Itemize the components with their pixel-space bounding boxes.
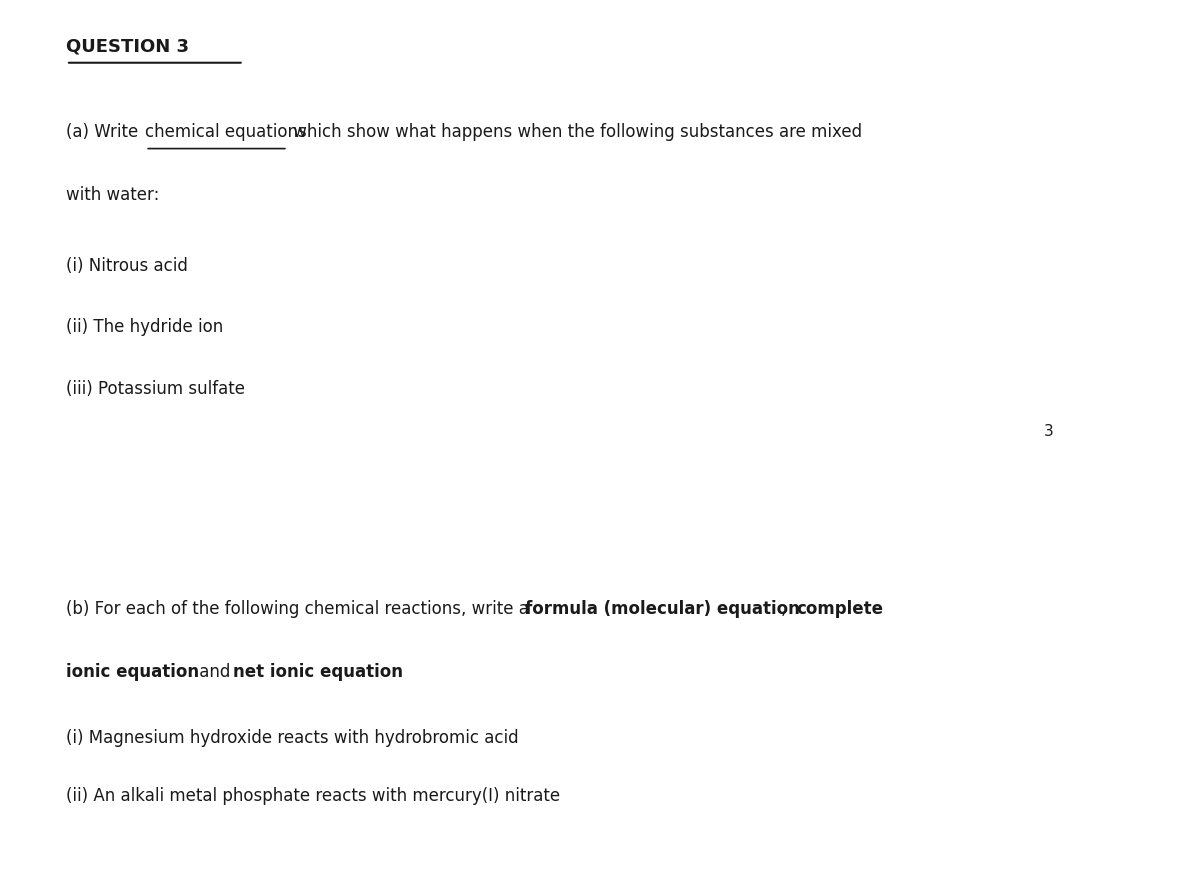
Text: and: and	[193, 663, 235, 681]
Text: net ionic equation: net ionic equation	[233, 663, 403, 681]
Text: ionic equation: ionic equation	[66, 663, 199, 681]
Text: chemical equations: chemical equations	[145, 123, 307, 141]
Text: (a) Write: (a) Write	[66, 123, 144, 141]
Text: which show what happens when the following substances are mixed: which show what happens when the followi…	[288, 123, 862, 141]
Text: (b) For each of the following chemical reactions, write a: (b) For each of the following chemical r…	[66, 601, 534, 619]
Text: ,: ,	[781, 601, 791, 619]
Text: formula (molecular) equation: formula (molecular) equation	[526, 601, 800, 619]
Text: (ii) An alkali metal phosphate reacts with mercury(I) nitrate: (ii) An alkali metal phosphate reacts wi…	[66, 788, 560, 805]
Text: (i) Nitrous acid: (i) Nitrous acid	[66, 257, 188, 275]
Text: complete: complete	[797, 601, 883, 619]
Text: with water:: with water:	[66, 186, 160, 205]
Text: (ii) The hydride ion: (ii) The hydride ion	[66, 319, 223, 336]
Text: 3: 3	[1044, 424, 1054, 439]
Text: :: :	[397, 663, 403, 681]
Text: (iii) Potassium sulfate: (iii) Potassium sulfate	[66, 380, 245, 398]
Text: QUESTION 3: QUESTION 3	[66, 37, 190, 56]
Text: (i) Magnesium hydroxide reacts with hydrobromic acid: (i) Magnesium hydroxide reacts with hydr…	[66, 729, 518, 747]
